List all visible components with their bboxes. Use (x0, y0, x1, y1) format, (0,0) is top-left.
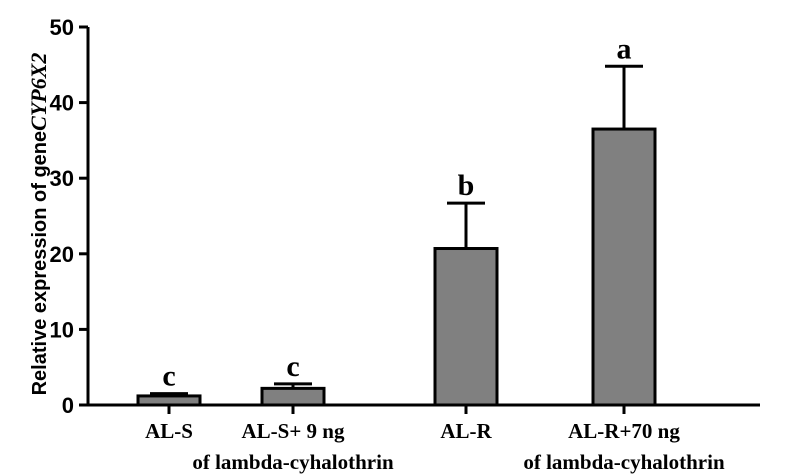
y-axis-title-gene: CYP6X2 (26, 53, 51, 131)
significance-label: a (617, 32, 632, 65)
significance-label: b (458, 169, 475, 202)
bars (136, 64, 657, 407)
bar (136, 394, 202, 407)
y-tick-label: 40 (50, 91, 74, 116)
bar (591, 127, 657, 407)
bar (433, 247, 499, 407)
bar (260, 386, 326, 407)
y-tick-label: 30 (50, 166, 74, 191)
x-tick-label: AL-S+ 9 ng (242, 419, 345, 443)
labels: c AL-S c AL-S+ 9 ng of lambda-cyhalothrin b AL… (145, 32, 725, 474)
significance-label: c (162, 360, 175, 393)
significance-label: c (286, 350, 299, 383)
y-tick-label: 50 (50, 15, 74, 40)
x-tick-label-line2: of lambda-cyhalothrin (523, 450, 725, 474)
y-tick-label: 20 (50, 242, 74, 267)
x-tick-label: AL-S (145, 419, 193, 443)
x-tick-label: AL-R+70 ng (568, 419, 680, 443)
y-tick-label: 10 (50, 317, 74, 342)
y-axis-title-prefix: Relative expression of gene (29, 131, 51, 396)
x-tick-label: AL-R (440, 419, 492, 443)
x-tick-label-line2: of lambda-cyhalothrin (192, 450, 394, 474)
y-axis-title: Relative expression of geneCYP6X2 (26, 53, 51, 396)
y-tick-label: 0 (62, 393, 74, 418)
